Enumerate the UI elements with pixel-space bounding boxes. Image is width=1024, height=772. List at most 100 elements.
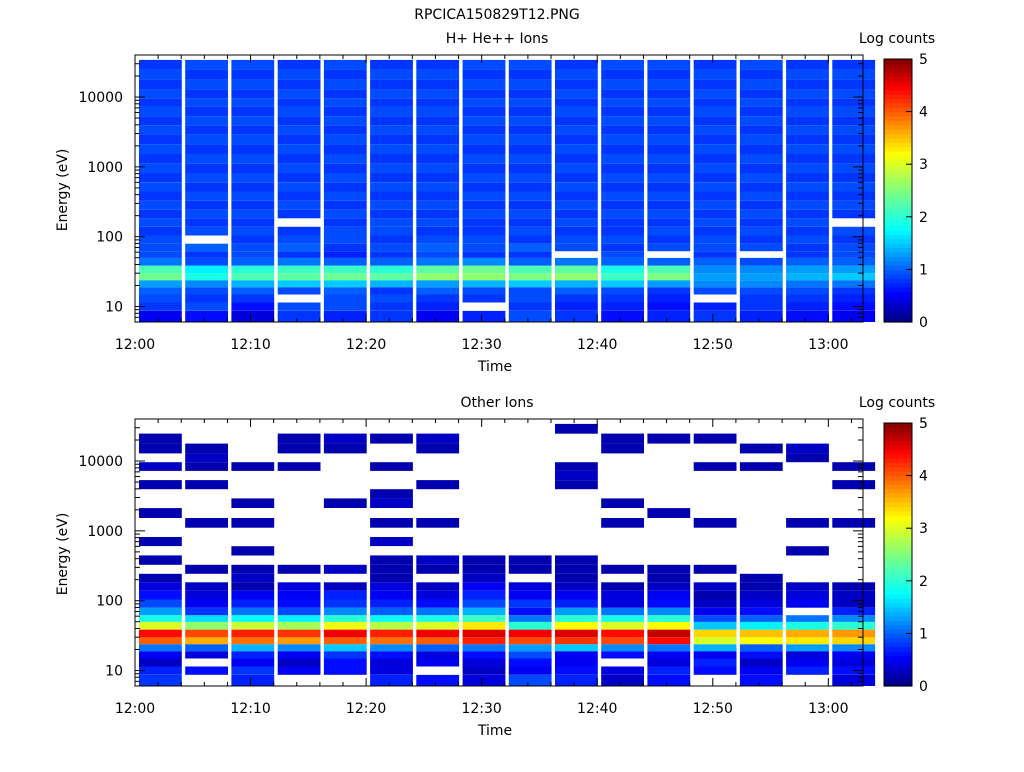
heatmap-cell: [786, 280, 829, 288]
heatmap-cell: [185, 125, 228, 135]
heatmap-cell: [277, 644, 321, 652]
heatmap-cell: [323, 443, 367, 454]
heatmap-cell: [462, 257, 506, 266]
heatmap-cell: [647, 294, 691, 303]
heatmap-cell: [370, 98, 413, 107]
heatmap-cell: [786, 453, 829, 463]
x-tick-label: 12:50: [693, 701, 733, 717]
heatmap-cell: [277, 144, 321, 154]
colorbar: 0 1 2 3 4 5: [883, 416, 928, 695]
heatmap-cell: [185, 629, 228, 638]
heatmap-cell: [739, 191, 783, 201]
heatmap-cell: [139, 209, 182, 219]
heatmap-cell: [185, 69, 228, 80]
heatmap-cell: [370, 173, 413, 183]
heatmap-cell: [508, 182, 552, 192]
heatmap-cell: [231, 191, 275, 201]
heatmap-cell: [231, 615, 275, 622]
heatmap-cell: [277, 106, 321, 116]
heatmap-cell: [739, 573, 783, 583]
colorbar-segment: [884, 593, 912, 599]
heatmap-cell: [370, 644, 413, 652]
heatmap-cell: [323, 564, 367, 574]
heatmap-cell: [231, 69, 275, 80]
heatmap-cell: [555, 302, 598, 311]
colorbar-segment: [884, 528, 912, 534]
y-tick-label: 1000: [87, 160, 123, 176]
heatmap-cell: [555, 590, 598, 600]
heatmap-cell: [416, 69, 460, 80]
heatmap-cell: [555, 182, 598, 192]
heatmap-cell: [231, 674, 275, 686]
colorbar-segment: [884, 458, 912, 464]
heatmap-cell: [647, 69, 691, 80]
heatmap-cell: [508, 69, 552, 80]
heatmap-cell: [370, 666, 413, 675]
y-axis-label: Energy (eV): [55, 149, 71, 232]
heatmap-cell: [832, 209, 876, 219]
heatmap-cell: [739, 615, 783, 622]
heatmap-cell: [323, 200, 367, 210]
heatmap-cell: [277, 310, 321, 322]
heatmap-cell: [786, 294, 829, 303]
heatmap-cell: [786, 443, 829, 454]
colorbar-segment: [884, 659, 912, 665]
heatmap-cell: [323, 590, 367, 600]
heatmap-cell: [139, 125, 182, 135]
colorbar-segment: [884, 295, 912, 301]
heatmap-cell: [231, 218, 275, 227]
heatmap-cell: [601, 564, 644, 574]
heatmap-cell: [231, 273, 275, 281]
heatmap-cell: [323, 251, 367, 258]
heatmap-cell: [370, 621, 413, 630]
heatmap-cell: [277, 629, 321, 638]
heatmap-cell: [370, 134, 413, 144]
heatmap-cell: [323, 218, 367, 227]
colorbar-segment: [884, 440, 912, 446]
heatmap-cell: [832, 59, 876, 70]
heatmap-cell: [277, 564, 321, 574]
heatmap-cell: [323, 582, 367, 591]
heatmap-cell: [370, 182, 413, 192]
colorbar-segment: [884, 629, 912, 634]
heatmap-cell: [370, 637, 413, 645]
heatmap-cell: [416, 607, 460, 616]
heatmap-cell: [277, 235, 321, 244]
heatmap-cell: [323, 310, 367, 322]
heatmap-cell: [555, 265, 598, 274]
x-tick-label: 12:20: [346, 337, 386, 353]
heatmap-cell: [693, 226, 737, 236]
heatmap-cell: [786, 235, 829, 244]
heatmap-cell: [139, 621, 182, 630]
heatmap-cell: [231, 621, 275, 630]
heatmap-cell: [832, 125, 876, 135]
heatmap-cell: [277, 582, 321, 591]
heatmap-cell: [739, 106, 783, 116]
heatmap-cell: [462, 200, 506, 210]
colorbar-segment: [884, 585, 912, 591]
heatmap-cell: [786, 209, 829, 219]
heatmap-cell: [231, 294, 275, 303]
heatmap-cell: [601, 79, 644, 90]
heatmap-cell: [370, 257, 413, 266]
heatmap-cell: [231, 651, 275, 659]
colorbar-segment: [884, 576, 912, 582]
colorbar-segment: [884, 115, 912, 121]
heatmap-cell: [555, 280, 598, 288]
heatmap-cell: [508, 116, 552, 126]
colorbar-segment: [884, 89, 912, 95]
colorbar-segment: [884, 479, 912, 485]
heatmap-cell: [370, 144, 413, 154]
heatmap-cell: [416, 590, 460, 600]
heatmap-cell: [832, 607, 876, 616]
heatmap-cell: [370, 125, 413, 135]
heatmap-cell: [555, 173, 598, 183]
heatmap-cell: [693, 621, 737, 630]
heatmap-cell: [370, 573, 413, 583]
heatmap-cell: [139, 144, 182, 154]
x-tick-label: 12:00: [115, 337, 155, 353]
heatmap-cell: [139, 163, 182, 174]
colorbar-segment: [884, 229, 912, 235]
heatmap-cell: [693, 243, 737, 252]
heatmap-cell: [416, 243, 460, 252]
